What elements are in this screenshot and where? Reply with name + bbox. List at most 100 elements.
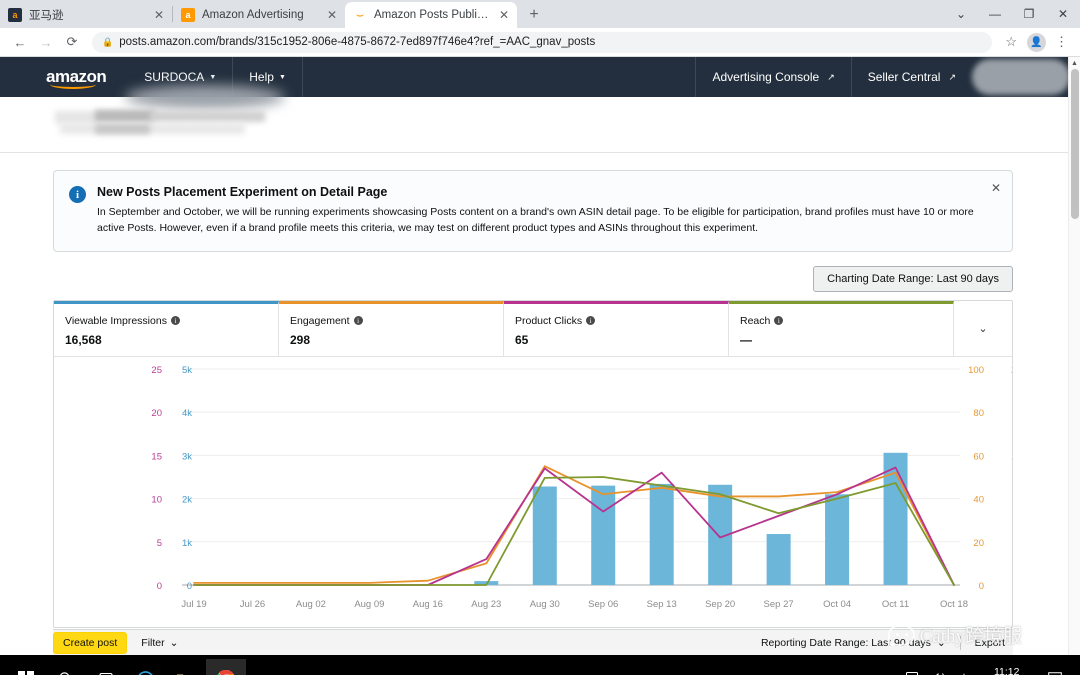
action-center-icon[interactable] (1044, 671, 1066, 675)
lock-icon: 🔒 (102, 36, 114, 47)
footer-divider (959, 635, 961, 650)
metric-value: — (740, 332, 752, 347)
info-icon: i (69, 186, 86, 203)
file-explorer-icon[interactable] (166, 659, 206, 675)
svg-text:Jul 26: Jul 26 (240, 599, 265, 610)
nav-item-advertising-console[interactable]: Advertising Console ↗ (695, 57, 850, 97)
close-window-icon[interactable]: ✕ (1057, 7, 1069, 21)
metric-card-product-clicks[interactable]: Product Clicks i 65 (504, 300, 729, 356)
browser-omnibar: ← → ⟳ 🔒 posts.amazon.com/brands/315c1952… (0, 28, 1080, 57)
svg-text:1.5k: 1.5k (1011, 451, 1012, 462)
edge-icon[interactable] (126, 659, 166, 675)
url-text: posts.amazon.com/brands/315c1952-806e-48… (119, 36, 596, 48)
svg-text:20: 20 (151, 408, 162, 419)
nav-item-help[interactable]: Help ▼ (232, 57, 302, 97)
redacted-blob (95, 124, 150, 134)
amazon-logo[interactable]: amazon (46, 57, 128, 97)
info-tooltip-icon[interactable]: i (353, 316, 363, 326)
banner-close-icon[interactable]: ✕ (990, 181, 1001, 195)
banner-body: In September and October, we will be run… (97, 206, 974, 235)
metric-value: 298 (290, 332, 311, 347)
new-tab-button[interactable]: + (529, 6, 539, 23)
clock-time: 11:12 (993, 665, 1020, 675)
tab-close-icon[interactable]: ✕ (326, 8, 337, 22)
svg-text:15: 15 (151, 451, 162, 462)
redacted-account-name (972, 59, 1070, 95)
browser-tab-0[interactable]: a 亚马逊 ✕ (0, 2, 172, 28)
scrollbar-thumb[interactable] (1071, 69, 1079, 219)
tab-close-icon[interactable]: ✕ (153, 8, 164, 22)
tab-title: 亚马逊 (29, 10, 64, 22)
clock[interactable]: 11:12 2021/10/18 (980, 666, 1033, 675)
svg-text:10: 10 (151, 494, 162, 505)
svg-text:Oct 04: Oct 04 (823, 599, 851, 610)
maximize-icon[interactable]: ❐ (1023, 7, 1035, 21)
task-view-icon[interactable] (86, 659, 126, 675)
metric-label-group: Product Clicks i (515, 315, 728, 327)
svg-text:2k: 2k (182, 494, 192, 505)
reload-icon[interactable]: ⟳ (66, 34, 78, 49)
svg-text:40: 40 (973, 494, 984, 505)
chrome-icon[interactable] (206, 659, 246, 675)
export-button[interactable]: Export (974, 636, 1005, 649)
ime-icon[interactable]: 中 (958, 671, 969, 675)
tab-title: Amazon Posts Publisher (374, 9, 492, 21)
metric-label: Product Clicks (515, 314, 583, 327)
nav-item-surdoca[interactable]: SURDOCA ▼ (128, 57, 232, 97)
page-scrollbar[interactable]: ▲ (1068, 57, 1080, 655)
nav-item-seller-central[interactable]: Seller Central ↗ (850, 57, 972, 97)
metric-value: 65 (515, 332, 529, 347)
metrics-expand-chevron-down-icon[interactable]: ⌄ (978, 322, 988, 335)
metric-card-reach[interactable]: Reach i — (729, 300, 954, 356)
svg-text:Oct 11: Oct 11 (882, 599, 909, 610)
filter-dropdown[interactable]: Filter ⌄ (141, 637, 178, 649)
back-icon[interactable]: ← (13, 34, 27, 50)
create-post-button[interactable]: Create post (53, 631, 128, 654)
metric-label: Reach (740, 314, 771, 327)
bookmark-star-icon[interactable]: ☆ (1005, 34, 1017, 49)
tab-close-icon[interactable]: ✕ (498, 8, 509, 22)
nav-item-label: Seller Central (867, 70, 941, 84)
search-icon[interactable] (46, 659, 86, 675)
network-icon[interactable] (906, 671, 921, 675)
browser-tab-2[interactable]: ⌣ Amazon Posts Publisher ✕ (345, 2, 517, 28)
filter-label: Filter (141, 636, 165, 649)
profile-avatar-icon[interactable]: 👤 (1027, 32, 1046, 52)
experiment-banner: i New Posts Placement Experiment on Deta… (53, 170, 1013, 252)
metric-value: 16,568 (65, 332, 102, 347)
redacted-blob (60, 123, 245, 134)
svg-text:Sep 13: Sep 13 (647, 599, 677, 610)
svg-text:100: 100 (968, 365, 984, 376)
metrics-row: Viewable Impressions i 16,568 Engagement… (54, 300, 1012, 357)
metric-label: Viewable Impressions (65, 314, 167, 327)
svg-text:Aug 16: Aug 16 (413, 599, 443, 610)
svg-text:0: 0 (157, 581, 162, 592)
posts-footer-toolbar: Create post Filter ⌄ Reporting Date Rang… (53, 629, 1013, 655)
address-bar[interactable]: 🔒 posts.amazon.com/brands/315c1952-806e-… (92, 31, 993, 53)
tab-divider (172, 6, 173, 22)
charting-date-range-button[interactable]: Charting Date Range: Last 90 days (813, 265, 1013, 292)
forward-icon[interactable]: → (39, 34, 53, 50)
collapse-icon[interactable]: ⌄ (955, 7, 967, 21)
svg-text:Sep 06: Sep 06 (588, 599, 618, 610)
browser-tab-1[interactable]: a Amazon Advertising ✕ (173, 2, 345, 28)
chart-svg: 000051k20500102k401k153k601.5k204k802k25… (151, 365, 1012, 610)
metric-card-viewable-impressions[interactable]: Viewable Impressions i 16,568 (54, 300, 279, 356)
reporting-date-range-dropdown[interactable]: Reporting Date Range: Last 90 days ⌄ (761, 637, 946, 649)
browser-menu-icon[interactable]: ⋮ (1055, 34, 1068, 49)
scroll-up-icon[interactable]: ▲ (1071, 59, 1078, 67)
metric-card-engagement[interactable]: Engagement i 298 (279, 300, 504, 356)
performance-chart: 000051k20500102k401k153k601.5k204k802k25… (54, 357, 1012, 627)
svg-text:Sep 27: Sep 27 (764, 599, 794, 610)
minimize-icon[interactable]: — (989, 7, 1001, 21)
info-tooltip-icon[interactable]: i (170, 316, 180, 326)
metrics-chart-card: Viewable Impressions i 16,568 Engagement… (53, 299, 1013, 628)
start-icon[interactable] (6, 659, 46, 675)
info-tooltip-icon[interactable]: i (774, 316, 784, 326)
info-tooltip-icon[interactable]: i (586, 316, 596, 326)
svg-text:Aug 23: Aug 23 (471, 599, 501, 610)
amazon-smile-swoosh-icon (50, 80, 96, 89)
redacted-blob (125, 85, 285, 109)
svg-text:60: 60 (973, 451, 984, 462)
volume-icon[interactable] (932, 671, 947, 675)
